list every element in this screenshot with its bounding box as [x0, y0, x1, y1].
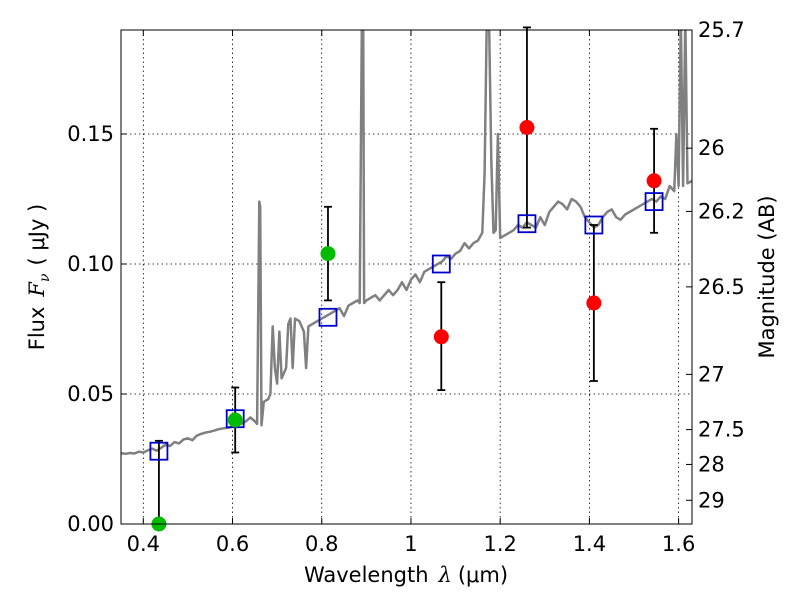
magnitude-axis-label: Magnitude (AB)	[755, 195, 779, 358]
magnitude-tick-label: 28	[698, 452, 725, 476]
observed-point	[433, 329, 449, 345]
model-photometry-square	[149, 441, 169, 461]
model-photometry-square	[318, 307, 338, 327]
model-photometry-square	[644, 192, 664, 212]
observed-point	[320, 246, 336, 262]
x-tick-label: 1.4	[573, 532, 606, 556]
magnitude-tick-label: 26	[698, 136, 725, 160]
x-tick-label: 1.6	[662, 532, 695, 556]
y-axis-label: FluxFν( μJy )	[25, 204, 53, 350]
observed-point	[519, 120, 535, 135]
model-spectrum-line	[121, 30, 692, 456]
y-tick-label: 0.05	[67, 382, 114, 406]
magnitude-tick-label: 25.7	[698, 18, 745, 42]
errorbar-layer	[154, 26, 659, 525]
magnitude-tick-label: 27	[698, 362, 725, 386]
y-tick-label: 0.00	[67, 512, 114, 536]
tick-layer: 0.4 0.6 0.8 1 1.2 1.4 1.6 0.00 0.05 0.10 0.15 25.7 2…	[67, 18, 745, 556]
x-tick-label: 0.8	[305, 532, 338, 556]
y-tick-label: 0.15	[67, 122, 114, 146]
magnitude-tick-label: 29	[698, 488, 725, 512]
magnitude-tick-label: 27.5	[698, 418, 745, 442]
observed-point	[586, 295, 602, 311]
x-axis-label: Wavelength λ (μm)	[304, 563, 508, 587]
marker-layer	[149, 120, 664, 532]
model-photometry-square	[584, 215, 604, 235]
model-photometry-square	[431, 254, 451, 274]
magnitude-tick-label: 26.5	[698, 275, 745, 299]
observed-point	[646, 173, 662, 189]
plot-frame	[120, 29, 693, 525]
x-tick-label: 1.2	[483, 532, 516, 556]
x-tick-label: 0.6	[216, 532, 249, 556]
data-layer	[121, 30, 692, 456]
y-tick-label: 0.10	[67, 252, 114, 276]
x-tick-label: 1	[404, 532, 417, 556]
x-tick-label: 0.4	[127, 532, 160, 556]
grid	[121, 30, 692, 525]
magnitude-tick-label: 26.2	[698, 199, 745, 223]
model-photometry-square	[517, 214, 537, 234]
observed-point	[227, 412, 243, 428]
